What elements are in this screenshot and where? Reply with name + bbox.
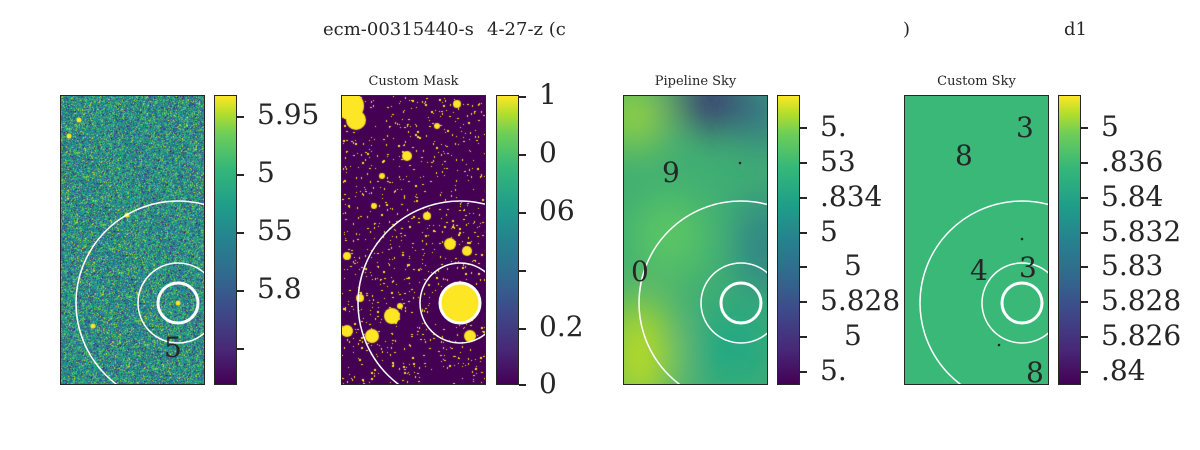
cbar-2-label: 0.2 [539, 310, 584, 343]
cbar-3-tick [800, 266, 807, 268]
cbar-4-label: 5.826 [1101, 319, 1182, 352]
cbar-3-tick [800, 371, 807, 373]
cbar-4-label: .84 [1101, 354, 1146, 387]
cbar-3-label: 5 [844, 249, 862, 282]
cbar-4-tick [1081, 197, 1088, 199]
pipeline-sky-map [624, 96, 767, 384]
cbar-2-tick [519, 328, 526, 330]
panel-2-subtitle: Custom Mask [368, 74, 459, 89]
noise-image [61, 96, 204, 384]
cbar-3-tick [800, 127, 807, 129]
cbar-1-tick [237, 174, 244, 176]
cbar-4-tick [1081, 371, 1088, 373]
colorbar-3 [777, 95, 800, 385]
cbar-2-label: 06 [539, 194, 575, 227]
panel-4-label-e: 8 [1026, 356, 1044, 385]
cbar-4-label: 5.84 [1101, 180, 1164, 213]
cbar-4-tick [1081, 232, 1088, 234]
cbar-3-tick [800, 301, 807, 303]
cbar-3-label: 5. [820, 354, 847, 387]
figure-title-part-3: ) [903, 19, 911, 40]
cbar-2-tick [519, 96, 526, 98]
cbar-3-label: 53 [820, 145, 856, 178]
cbar-2-label: 0 [539, 367, 557, 400]
cbar-1-label: 5.8 [257, 272, 302, 305]
cbar-4-tick [1081, 266, 1088, 268]
cbar-3-tick [800, 336, 807, 338]
panel-custom-sky: 8 3 4 3 8 [904, 95, 1049, 385]
panel-4-label-d: 3 [1019, 251, 1037, 284]
cbar-1-label: 5.95 [257, 98, 320, 131]
cbar-1-tick [237, 116, 244, 118]
panel-custom-mask [341, 95, 486, 385]
custom-sky-overlays [919, 200, 1048, 384]
cbar-2-label: 1 [539, 78, 557, 111]
panel-3-label-a: 9 [662, 156, 680, 189]
cbar-2-tick [519, 154, 526, 156]
colorbar-1 [214, 95, 237, 385]
cbar-4-tick [1081, 336, 1088, 338]
cbar-4-label: 5.828 [1101, 284, 1182, 317]
cbar-3-label: 5 [820, 215, 838, 248]
figure-title-part-1: ecm-00315440-s [323, 19, 474, 40]
figure-title-part-4: d1 [1064, 19, 1087, 40]
cbar-4-label: .836 [1101, 145, 1164, 178]
cbar-4-label: 5 [1101, 110, 1119, 143]
cbar-4-tick [1081, 127, 1088, 129]
panel-3-label-b: 0 [631, 255, 649, 288]
cbar-3-tick [800, 232, 807, 234]
cbar-4-label: 5.83 [1101, 249, 1164, 282]
colorbar-2 [496, 95, 519, 385]
figure-title-part-2: 4-27-z (c [487, 19, 566, 40]
cbar-3-label: .834 [820, 180, 883, 213]
cbar-4-tick [1081, 301, 1088, 303]
mask-overlays [357, 200, 485, 384]
cbar-4-label: 5.832 [1101, 215, 1182, 248]
mask-image [342, 96, 485, 384]
panel-3-subtitle: Pipeline Sky [654, 74, 737, 89]
panel-4-label-b: 3 [1016, 111, 1034, 144]
cbar-3-label: 5. [820, 110, 847, 143]
cbar-3-tick [800, 197, 807, 199]
cbar-2-tick [519, 384, 526, 386]
cbar-1-label: 55 [257, 214, 293, 247]
cbar-2-tick [519, 270, 526, 272]
panel-4-label-c: 4 [970, 254, 988, 287]
cbar-3-label: 5.828 [820, 284, 901, 317]
cbar-4-tick [1081, 162, 1088, 164]
aperture-circles [75, 200, 204, 384]
panel-4-subtitle: Custom Sky [937, 74, 1016, 89]
cbar-2-label: 0 [539, 136, 557, 169]
panel-image: 5 [60, 95, 205, 385]
cbar-3-tick [800, 162, 807, 164]
colorbar-4 [1058, 95, 1081, 385]
panel-1-label-a: 5 [164, 331, 182, 364]
cbar-1-tick [237, 348, 244, 350]
cbar-1-label: 5 [257, 156, 275, 189]
cbar-1-tick [237, 232, 244, 234]
cbar-2-tick [519, 212, 526, 214]
panel-pipeline-sky: 9 0 [623, 95, 768, 385]
cbar-3-label: 5 [844, 319, 862, 352]
cbar-1-tick [237, 290, 244, 292]
panel-4-label-a: 8 [955, 139, 973, 172]
